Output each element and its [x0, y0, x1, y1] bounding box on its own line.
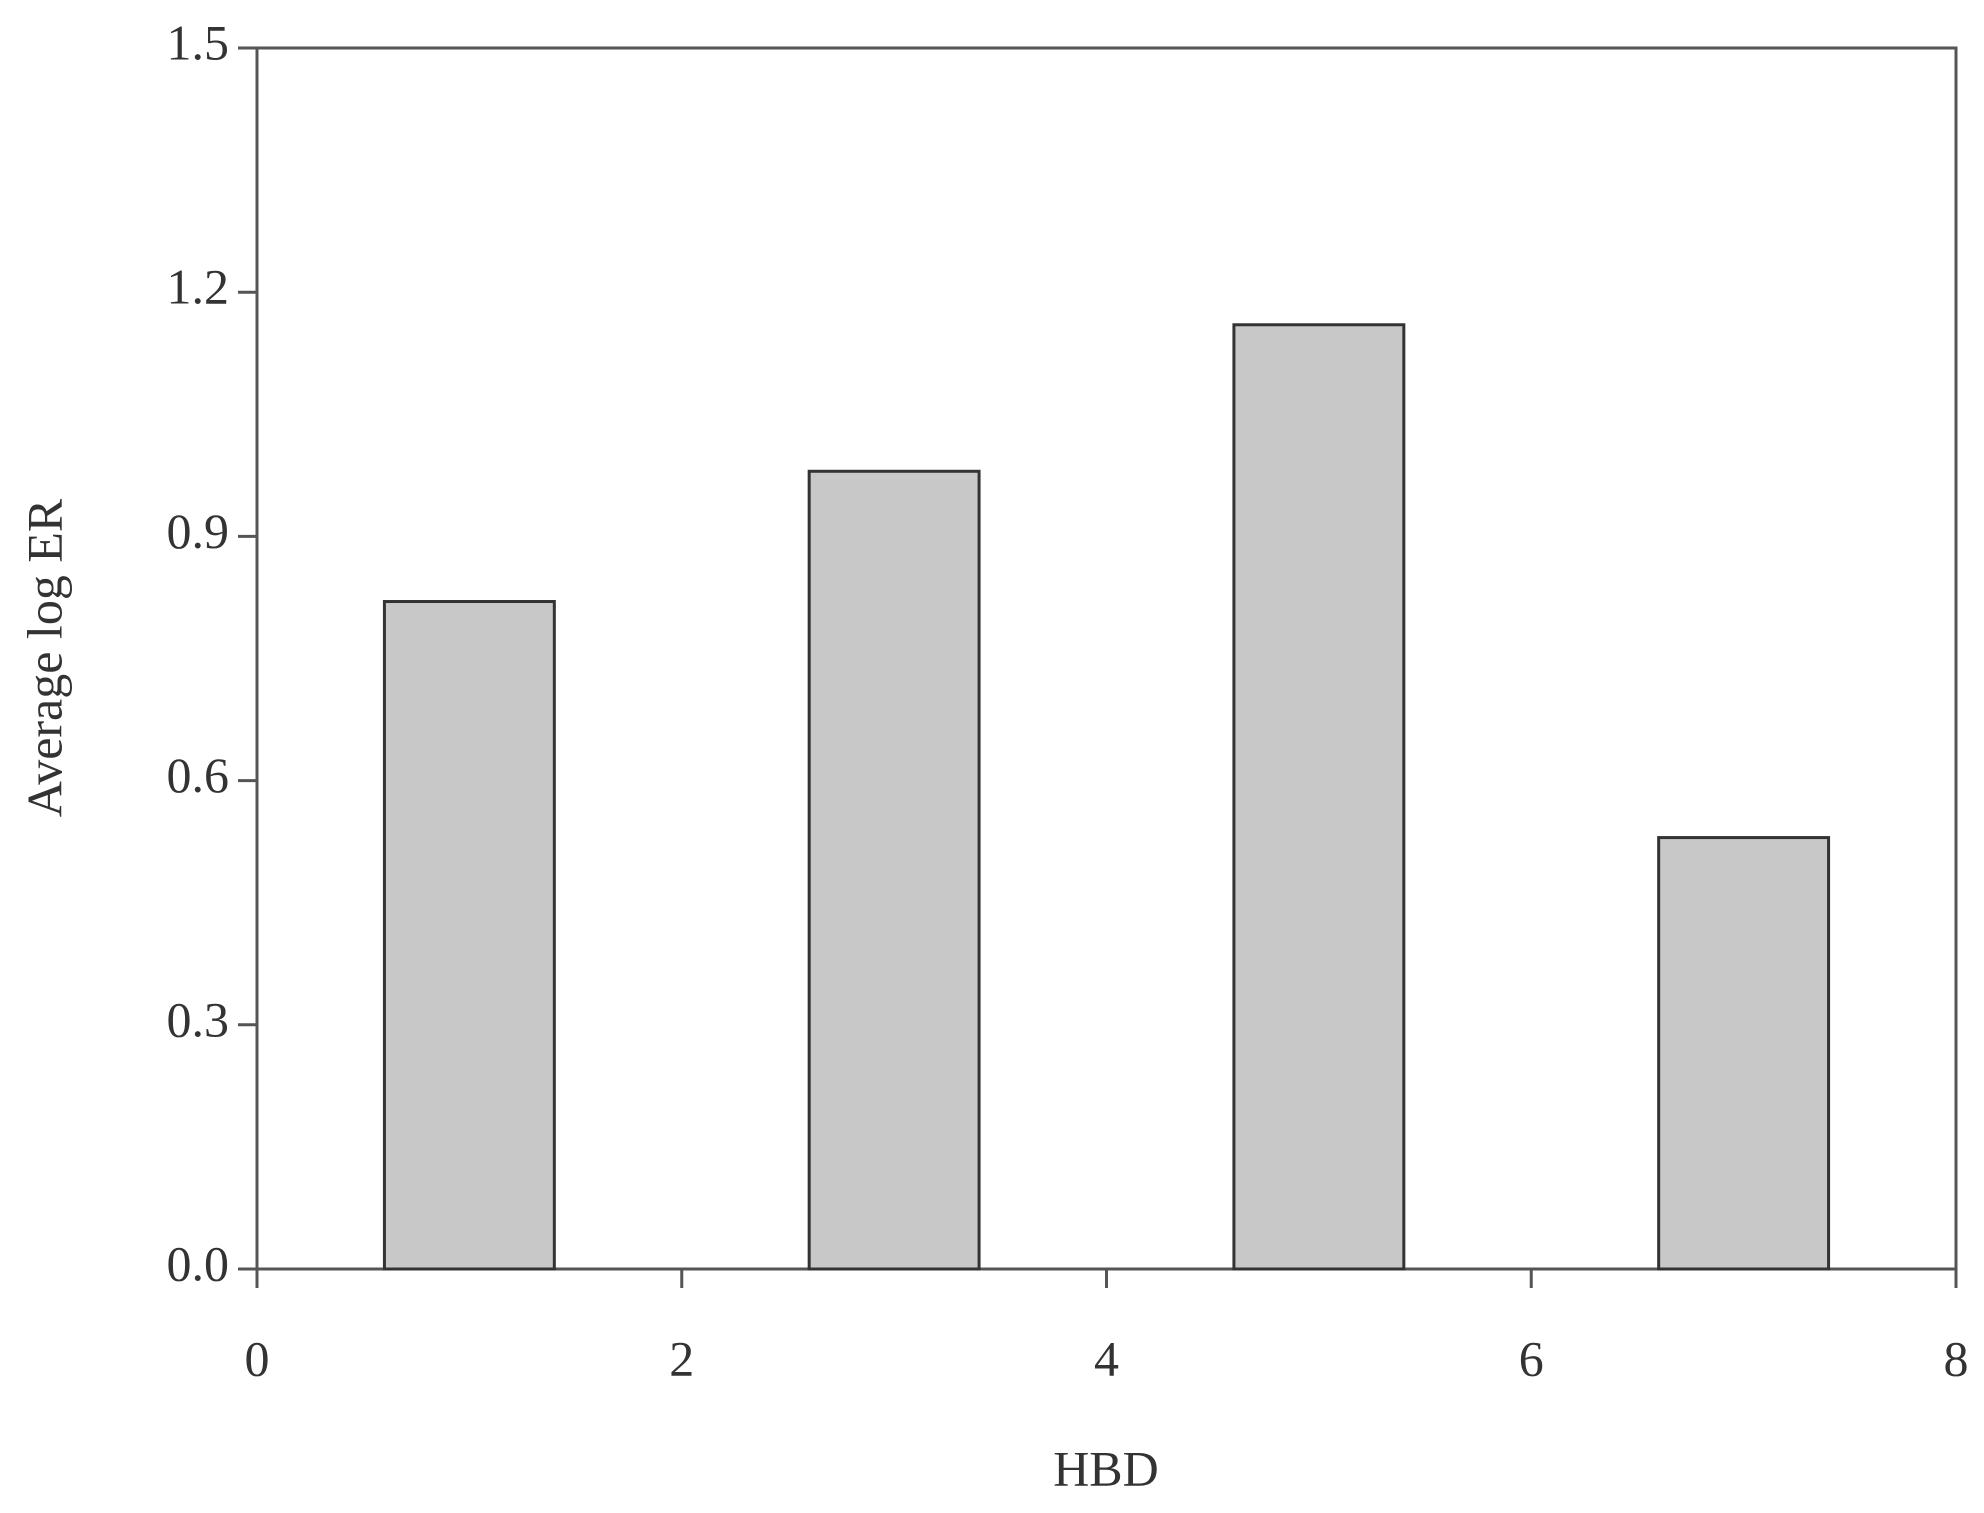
x-tick-label: 8	[1944, 1330, 1969, 1386]
x-tick-label: 6	[1519, 1330, 1544, 1386]
x-tick-label: 4	[1094, 1330, 1119, 1386]
y-tick-label: 0.3	[167, 991, 230, 1047]
y-tick-label: 0.0	[167, 1235, 230, 1291]
y-tick-label: 0.9	[167, 503, 230, 559]
y-tick-label: 1.5	[167, 14, 230, 70]
y-axis-label: Average log ER	[16, 498, 72, 817]
bar	[382, 600, 556, 1271]
x-axis-label: HBD	[1053, 1440, 1159, 1496]
bar	[807, 469, 981, 1271]
x-tick-label: 2	[669, 1330, 694, 1386]
x-tick-label: 0	[245, 1330, 270, 1386]
y-tick-label: 1.2	[167, 259, 230, 315]
bar	[1232, 323, 1406, 1271]
bar	[1657, 836, 1831, 1271]
y-tick-label: 0.6	[167, 747, 230, 803]
